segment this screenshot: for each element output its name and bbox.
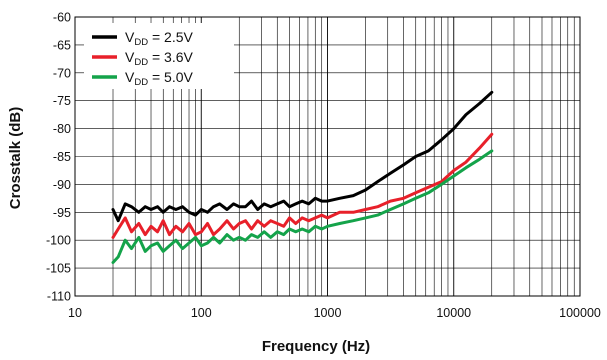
y-tick-label: -110 [47,290,71,304]
y-tick-label: -100 [46,234,71,248]
y-axis-title: Crosstalk (dB) [7,107,24,210]
x-tick-label: 10 [68,306,82,320]
y-tick-label: -80 [53,122,71,136]
series-line [111,149,494,264]
series-lines [111,90,494,264]
tick-labels: -60 -65 -70 -75 -80 -85 -90 -95 -100 -105 -110 10 10… [46,11,601,321]
series-line [111,90,494,223]
y-tick-label: -90 [53,178,71,192]
y-tick-label: -75 [53,94,71,108]
y-tick-label: -60 [53,11,71,25]
legend-label: VDD = 5.0V [125,69,193,88]
x-axis-title: Frequency (Hz) [262,338,370,355]
plot-frame [74,16,581,297]
y-tick-label: -85 [53,150,71,164]
y-tick-label: -105 [46,262,71,276]
x-tick-label: 1000 [314,306,342,320]
legend-label: VDD = 3.6V [125,49,193,68]
y-tick-label: -65 [53,38,71,52]
legend-label: VDD = 2.5V [125,29,193,48]
y-tick-label: -95 [53,206,71,220]
x-tick-label: 10000 [436,306,471,320]
series-line [111,132,494,239]
y-tick-label: -70 [53,66,71,80]
x-tick-label: 100 [191,306,212,320]
x-tick-label: 100000 [559,306,601,320]
